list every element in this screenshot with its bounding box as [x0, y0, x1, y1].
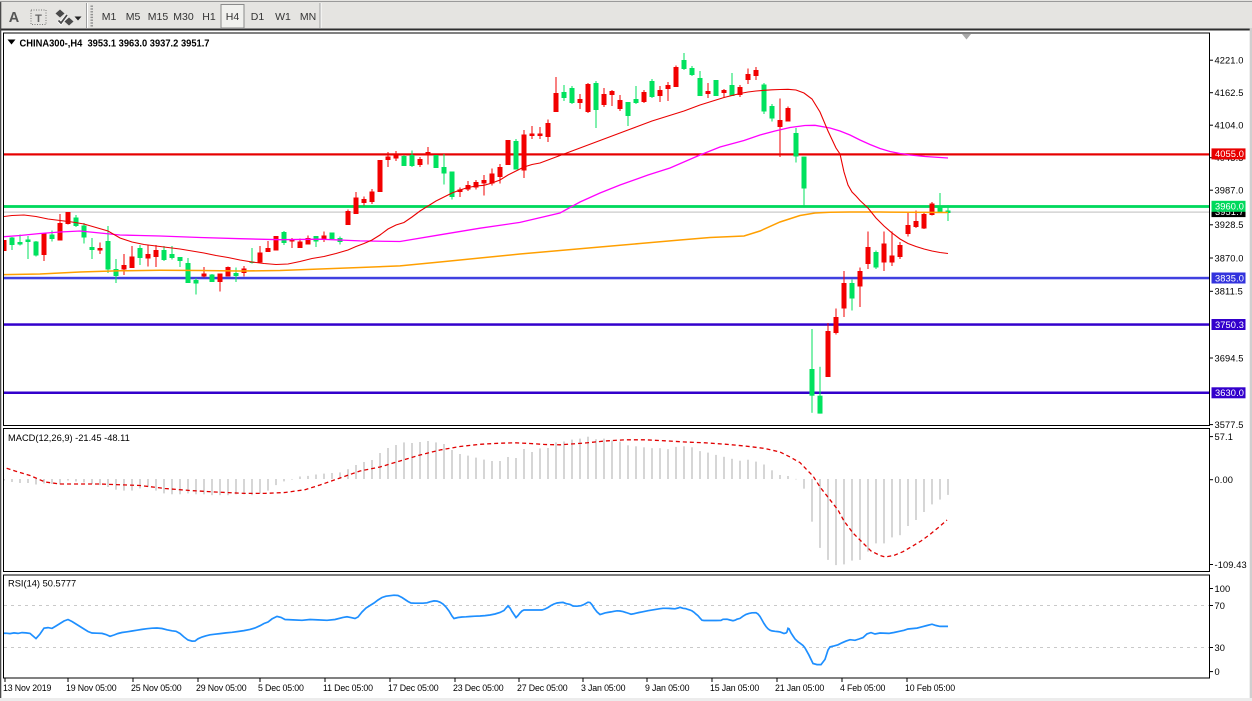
svg-text:13 Nov 2019: 13 Nov 2019 [3, 683, 51, 693]
svg-text:4221.0: 4221.0 [1215, 56, 1244, 66]
svg-text:27 Dec 05:00: 27 Dec 05:00 [517, 683, 568, 693]
svg-text:T: T [35, 13, 42, 25]
svg-text:3811.5: 3811.5 [1215, 287, 1243, 297]
svg-text:3630.0: 3630.0 [1215, 388, 1244, 398]
svg-text:M30: M30 [173, 11, 194, 23]
svg-text:3577.5: 3577.5 [1215, 420, 1244, 430]
svg-text:3951.7: 3951.7 [1215, 207, 1244, 217]
svg-text:H1: H1 [202, 11, 216, 23]
svg-text:4104.0: 4104.0 [1215, 121, 1244, 131]
svg-text:30: 30 [1215, 643, 1226, 653]
svg-text:3987.0: 3987.0 [1215, 186, 1244, 196]
svg-text:3 Jan 05:00: 3 Jan 05:00 [581, 683, 626, 693]
svg-text:9 Jan 05:00: 9 Jan 05:00 [645, 683, 690, 693]
svg-text:5 Dec 05:00: 5 Dec 05:00 [258, 683, 304, 693]
svg-text:11 Dec 05:00: 11 Dec 05:00 [323, 683, 373, 693]
svg-text:23 Dec 05:00: 23 Dec 05:00 [453, 683, 504, 693]
svg-text:3750.3: 3750.3 [1215, 320, 1244, 330]
svg-text:0: 0 [1215, 667, 1220, 677]
svg-text:0.00: 0.00 [1215, 475, 1234, 485]
svg-text:3928.5: 3928.5 [1215, 220, 1244, 230]
svg-text:3960.0: 3960.0 [1215, 202, 1244, 212]
svg-text:H4: H4 [226, 11, 240, 23]
svg-text:25 Nov 05:00: 25 Nov 05:00 [131, 683, 182, 693]
svg-text:17 Dec 05:00: 17 Dec 05:00 [388, 683, 439, 693]
svg-text:CHINA300-,H4 3953.1 3963.0 39: CHINA300-,H4 3953.1 3963.0 3937.2 3951.7 [20, 39, 211, 50]
svg-text:MN: MN [300, 11, 316, 23]
svg-text:M5: M5 [126, 11, 141, 23]
svg-text:21 Jan 05:00: 21 Jan 05:00 [775, 683, 824, 693]
svg-text:M15: M15 [148, 11, 169, 23]
svg-text:19 Nov 05:00: 19 Nov 05:00 [66, 683, 117, 693]
svg-text:W1: W1 [275, 11, 291, 23]
svg-text:70: 70 [1215, 601, 1226, 611]
svg-text:4162.5: 4162.5 [1215, 88, 1244, 98]
svg-text:4055.0: 4055.0 [1215, 149, 1244, 159]
svg-text:D1: D1 [251, 11, 265, 23]
svg-text:3835.0: 3835.0 [1215, 273, 1244, 283]
svg-text:3870.0: 3870.0 [1215, 253, 1244, 263]
svg-text:15 Jan 05:00: 15 Jan 05:00 [710, 683, 759, 693]
svg-text:3694.5: 3694.5 [1215, 353, 1244, 363]
svg-text:10 Feb 05:00: 10 Feb 05:00 [905, 683, 955, 693]
svg-text:29 Nov 05:00: 29 Nov 05:00 [196, 683, 247, 693]
svg-text:57.1: 57.1 [1215, 432, 1234, 442]
svg-text:100: 100 [1215, 584, 1231, 594]
svg-text:RSI(14) 50.5777: RSI(14) 50.5777 [8, 579, 76, 589]
svg-text:MACD(12,26,9) -21.45 -48.11: MACD(12,26,9) -21.45 -48.11 [8, 433, 130, 443]
svg-text:-109.43: -109.43 [1215, 560, 1247, 570]
svg-text:A: A [9, 10, 20, 26]
svg-text:4 Feb 05:00: 4 Feb 05:00 [840, 683, 886, 693]
svg-text:M1: M1 [102, 11, 117, 23]
